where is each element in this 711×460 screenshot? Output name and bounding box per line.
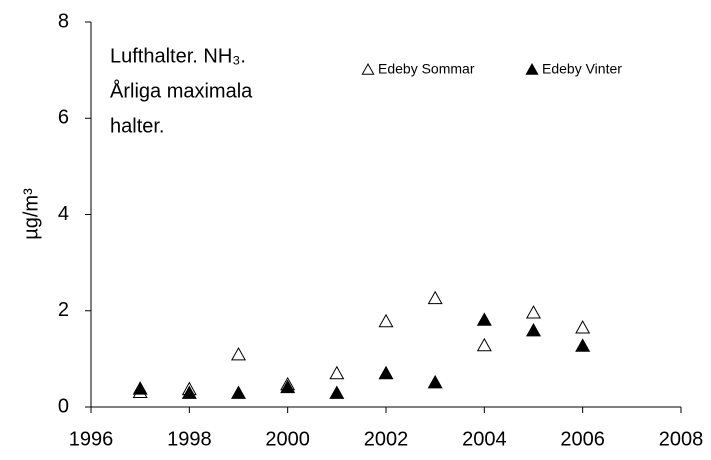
- y-tick-label: 6: [58, 107, 69, 129]
- x-tick-label: 1998: [167, 428, 212, 450]
- annotation: halter.: [110, 115, 164, 137]
- point: [378, 313, 394, 328]
- annotation: Lufthalter. NH₃.: [110, 45, 246, 67]
- y-tick-label: 4: [58, 203, 69, 225]
- y-tick-label: 2: [58, 299, 69, 321]
- point: [427, 374, 443, 389]
- point: [378, 365, 394, 380]
- legend-label: Edeby Vinter: [542, 61, 622, 77]
- point: [280, 379, 296, 394]
- point: [575, 338, 591, 352]
- legend-label: Edeby Sommar: [378, 61, 475, 77]
- point: [132, 381, 148, 395]
- point: [476, 337, 492, 352]
- x-tick-label: 2002: [364, 428, 409, 450]
- legend-marker: [361, 62, 375, 75]
- point: [525, 305, 542, 319]
- x-tick-label: 2004: [462, 428, 507, 450]
- x-tick-label: 2000: [265, 428, 310, 450]
- y-tick-label: 8: [58, 10, 69, 32]
- x-tick-label: 2006: [560, 428, 605, 450]
- point: [181, 385, 197, 399]
- annotation: Årliga maximala: [110, 79, 253, 102]
- point: [329, 365, 345, 380]
- point: [525, 322, 542, 337]
- point: [230, 385, 247, 399]
- point: [476, 312, 492, 326]
- point: [230, 347, 247, 361]
- point: [427, 290, 443, 305]
- legend-marker: [525, 62, 539, 75]
- x-tick-label: 2008: [659, 428, 704, 450]
- y-axis-label: µg/m³: [20, 188, 42, 240]
- x-tick-label: 1996: [69, 428, 114, 450]
- point: [575, 320, 591, 334]
- y-tick-label: 0: [58, 395, 69, 417]
- point: [329, 385, 345, 399]
